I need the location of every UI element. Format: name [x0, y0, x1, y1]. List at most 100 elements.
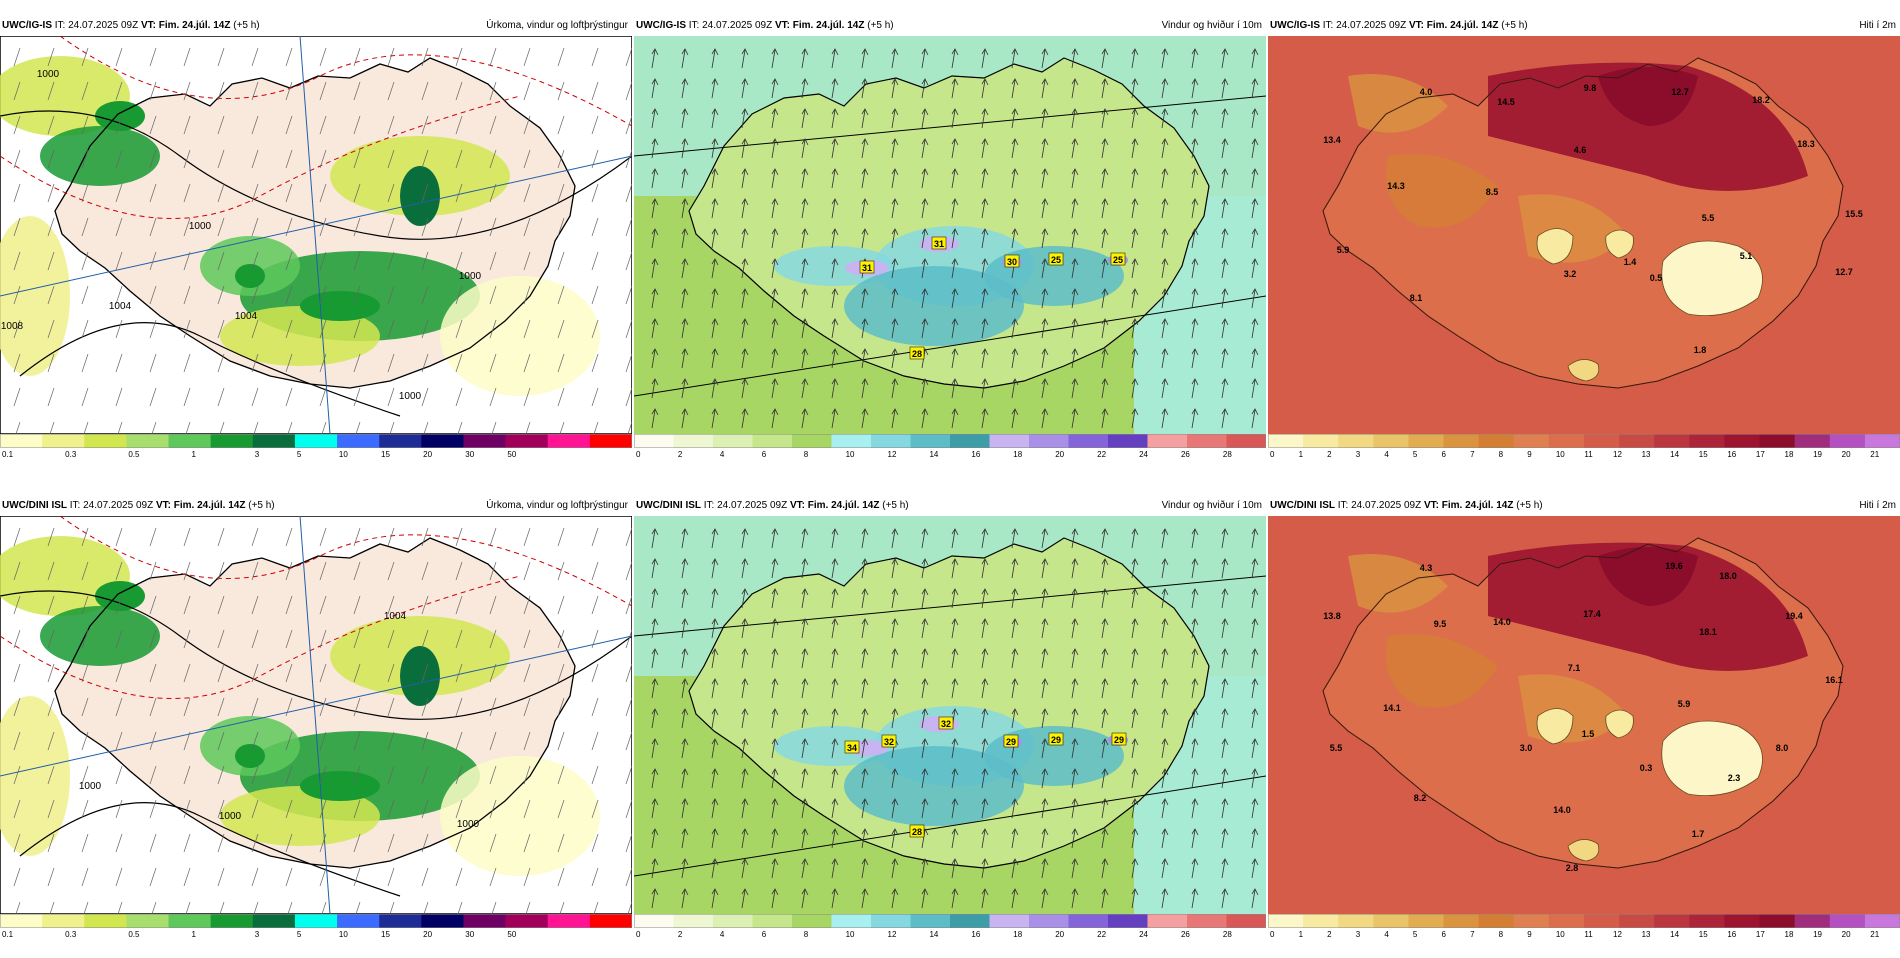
- colorbar-swatch: [1226, 434, 1266, 448]
- colorbar-swatch: [42, 434, 85, 448]
- map-value-label: 8.0: [1776, 743, 1789, 753]
- colorbar-tick-label: 24: [1139, 450, 1148, 458]
- colorbar-tick-label: 13: [1642, 930, 1651, 938]
- colorbar-tick-label: 10: [1556, 930, 1565, 938]
- colorbar-tick-label: 0.3: [65, 930, 77, 938]
- colorbar-swatch: [1584, 434, 1620, 448]
- colorbar-tick-label: 26: [1181, 450, 1190, 458]
- panel-header-left: UWC/DINI ISL IT: 24.07.2025 09Z VT: Fim.…: [1270, 498, 1543, 514]
- colorbar-swatch: [84, 914, 127, 928]
- map-area: 4.0 14.5 9.8 12.7 18.2 13.4 4.6 18.3 14.3 8.5 5.5 1…: [1268, 36, 1900, 434]
- map-value-label: 1004: [109, 301, 132, 312]
- colorbar-swatch: [1373, 434, 1409, 448]
- colorbar-swatch: [792, 914, 832, 928]
- colorbar-swatch: [1373, 914, 1409, 928]
- colorbar-tick-label: 4: [1384, 450, 1389, 458]
- map-value-label: 1.5: [1582, 729, 1595, 739]
- map-value-label: 5.5: [1330, 743, 1343, 753]
- colorbar-tick-label: 15: [1699, 930, 1708, 938]
- colorbar-swatch: [1829, 434, 1866, 448]
- colorbar-tick-label: 0: [1270, 450, 1275, 458]
- map-value-label: 4.3: [1420, 563, 1433, 573]
- colorbar-tick-label: 5: [1413, 930, 1418, 938]
- forecast-panel: UWC/IG-IS IT: 24.07.2025 09Z VT: Fim. 24…: [634, 18, 1266, 478]
- forecast-panel: UWC/IG-IS IT: 24.07.2025 09Z VT: Fim. 24…: [1268, 18, 1900, 478]
- map-value-label: 8.5: [1486, 187, 1499, 197]
- map-value-label: 1000: [79, 781, 102, 792]
- colorbar-tick-label: 17: [1756, 450, 1765, 458]
- map-value-label: 2.3: [1728, 773, 1741, 783]
- colorbar-tick-label: 14: [1670, 930, 1679, 938]
- map-value-label: 25: [1051, 255, 1061, 265]
- colorbar-tick-label: 13: [1642, 450, 1651, 458]
- map-area: 31 31 30 25 25 28: [634, 36, 1266, 434]
- colorbar-tick-label: 12: [888, 930, 897, 938]
- colorbar-swatch: [1724, 434, 1761, 448]
- forecast-panel: UWC/DINI ISL IT: 24.07.2025 09Z VT: Fim.…: [1268, 498, 1900, 958]
- forecast-panel: UWC/DINI ISL IT: 24.07.2025 09Z VT: Fim.…: [0, 498, 632, 958]
- map-area: 1000 1008 1004 1000 1004 1000 1000: [0, 36, 632, 434]
- model-name: UWC/IG-IS: [2, 20, 52, 31]
- colorbar-swatch: [1654, 914, 1690, 928]
- variable-title: Úrkoma, vindur og loftþrýstingur: [486, 20, 628, 31]
- colorbar-tick-label: 6: [762, 450, 767, 458]
- colorbar-swatch: [1147, 914, 1188, 928]
- map-value-label: 8.1: [1410, 293, 1423, 303]
- colorbar-tick-label: 18: [1013, 450, 1022, 458]
- colorbar-tick-label: 5: [297, 930, 302, 938]
- colorbar-tick-label: 11: [1584, 450, 1593, 458]
- colorbar-tick-label: 20: [423, 930, 432, 938]
- colorbar-swatch: [1338, 434, 1374, 448]
- colorbar-tick-label: 16: [1727, 930, 1736, 938]
- colorbar-swatch: [989, 434, 1030, 448]
- colorbar: 0 2 4 6 8 10 12 14 16 18 20 22 24 26 28: [634, 914, 1266, 938]
- map-value-label: 25: [1113, 255, 1123, 265]
- colorbar-swatch: [1513, 914, 1550, 928]
- colorbar-tick-label: 24: [1139, 930, 1148, 938]
- colorbar-swatch: [589, 914, 632, 928]
- colorbar-tick-label: 2: [1327, 930, 1332, 938]
- model-name: UWC/IG-IS: [636, 20, 686, 31]
- colorbar-swatch: [752, 914, 793, 928]
- colorbar-tick-label: 2: [678, 450, 683, 458]
- variable-title: Úrkoma, vindur og loftþrýstingur: [486, 500, 628, 511]
- map-value-label: 14.3: [1387, 181, 1405, 191]
- map-value-label: 14.0: [1493, 617, 1511, 627]
- colorbar-swatch: [713, 434, 753, 448]
- colorbar-swatch: [1478, 914, 1515, 928]
- colorbar-tick-label: 5: [297, 450, 302, 458]
- colorbar-swatch: [752, 434, 793, 448]
- colorbar-tick-label: 3: [1356, 450, 1361, 458]
- colorbar: 0 1 2 3 4 5 6 7 8 9 10 11 12 13 14 15 16 17 18 19 20 21: [1268, 434, 1900, 458]
- colorbar-swatch: [210, 914, 254, 928]
- colorbar-tick-label: 0: [1270, 930, 1275, 938]
- map-value-label: 1004: [235, 311, 258, 322]
- colorbar-tick-label: 28: [1223, 930, 1232, 938]
- valid-time: Fim. 24.júl. 14Z: [173, 500, 246, 511]
- map-value-label: 1000: [219, 811, 242, 822]
- it-label: IT:: [703, 500, 715, 511]
- colorbar-tick-label: 15: [1699, 450, 1708, 458]
- map-value-label: 14.1: [1383, 703, 1401, 713]
- colorbar-swatch: [126, 434, 170, 448]
- valid-time: Fim. 24.júl. 14Z: [792, 20, 865, 31]
- colorbar-swatch: [1303, 434, 1339, 448]
- colorbar-swatch: [1829, 914, 1866, 928]
- colorbar-tick-label: 20: [1055, 450, 1064, 458]
- colorbar-swatch: [1864, 434, 1900, 448]
- colorbar-tick-label: 10: [1556, 450, 1565, 458]
- colorbar-tick-label: 1: [192, 930, 197, 938]
- valid-time: Fim. 24.júl. 14Z: [1441, 500, 1514, 511]
- colorbar-tick-label: 2: [1327, 450, 1332, 458]
- colorbar-tick-label: 10: [339, 930, 348, 938]
- colorbar-tick-label: 28: [1223, 450, 1232, 458]
- colorbar-tick-label: 7: [1470, 450, 1475, 458]
- panel-header: UWC/DINI ISL IT: 24.07.2025 09Z VT: Fim.…: [1268, 498, 1900, 514]
- colorbar-swatch: [634, 914, 674, 928]
- init-time: 24.07.2025 09Z: [702, 20, 773, 31]
- map-value-label: 9.5: [1434, 619, 1447, 629]
- map-value-label: 34: [847, 743, 857, 753]
- colorbar-tick-label: 2: [678, 930, 683, 938]
- colorbar-swatch: [463, 914, 507, 928]
- colorbar-swatch: [1689, 434, 1725, 448]
